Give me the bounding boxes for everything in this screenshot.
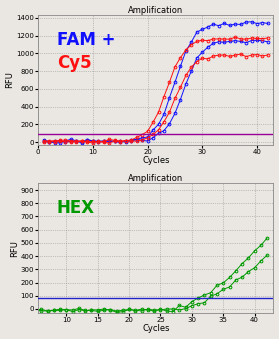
Y-axis label: RFU: RFU [10, 240, 19, 257]
Title: Amplification: Amplification [128, 5, 183, 15]
Text: Cy5: Cy5 [57, 54, 92, 72]
Y-axis label: RFU: RFU [6, 72, 15, 88]
X-axis label: Cycles: Cycles [142, 324, 170, 334]
Text: HEX: HEX [57, 199, 95, 217]
Title: Amplification: Amplification [128, 174, 183, 183]
Text: FAM +: FAM + [57, 31, 116, 49]
X-axis label: Cycles: Cycles [142, 156, 170, 165]
